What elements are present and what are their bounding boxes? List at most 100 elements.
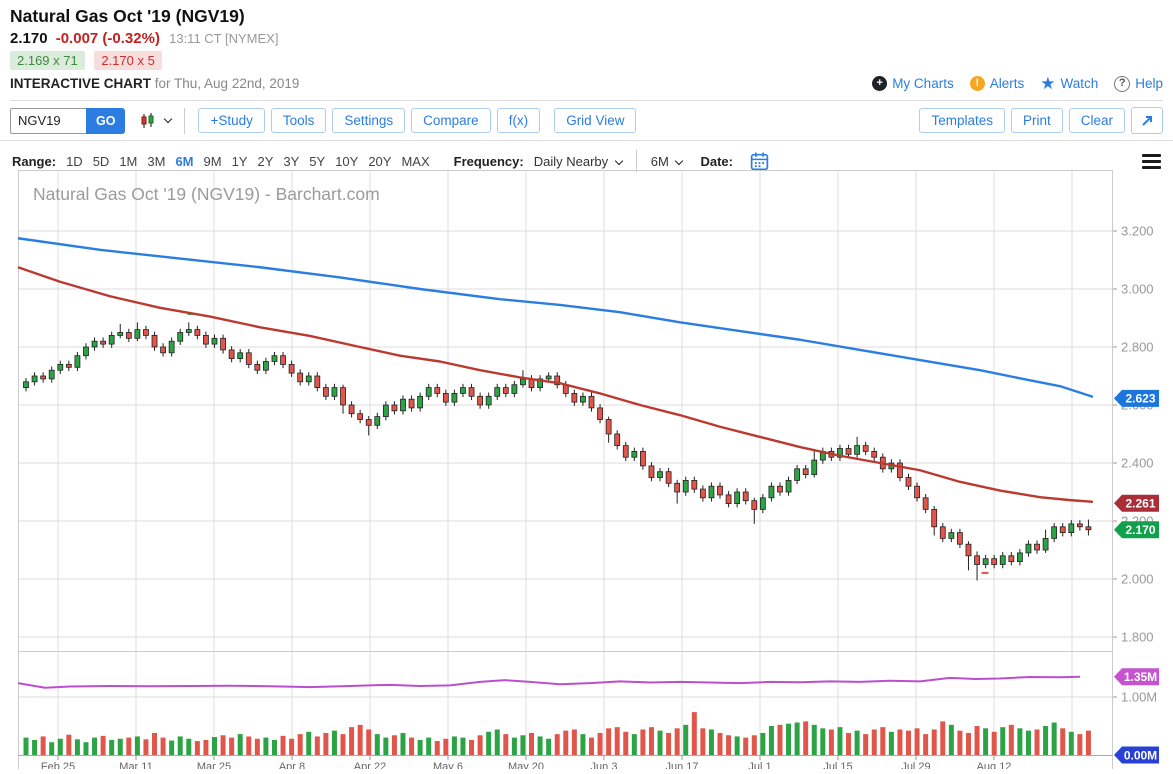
range-max[interactable]: MAX [401,153,430,169]
help-link[interactable]: ? Help [1114,75,1163,92]
grid-view-button[interactable]: Grid View [554,108,637,133]
print-button[interactable]: Print [1010,108,1063,133]
expand-chart-button[interactable] [1131,107,1163,134]
y-axis-label: 2.000 [1121,572,1154,587]
volume-bar [254,738,260,755]
range-10y[interactable]: 10Y [335,153,359,169]
candle [991,558,998,565]
price-chart[interactable]: Natural Gas Oct '19 (NGV19) - Barchart.c… [0,170,1173,773]
go-button[interactable]: GO [86,107,126,134]
date-label: Mar 11 [119,761,152,769]
watch-link[interactable]: ★ Watch [1040,74,1099,93]
candle [691,479,698,490]
range-3m[interactable]: 3M [147,153,166,169]
candle [905,477,912,487]
range-3y[interactable]: 3Y [283,153,300,169]
range-2y[interactable]: 2Y [257,153,274,169]
hamburger-menu-icon[interactable] [1142,151,1161,172]
price-change: -0.007 (-0.32%) [55,30,160,47]
candle [143,329,149,336]
volume-bar [340,734,346,755]
volume-bar [674,728,680,755]
volume-bar [409,737,415,755]
date-picker-button[interactable] [749,151,770,172]
volume-bar [828,729,834,755]
add-study-button[interactable]: +Study [198,108,265,133]
alerts-link[interactable]: ! Alerts [969,76,1024,91]
range-1y[interactable]: 1Y [231,153,248,169]
volume-bar [143,739,149,755]
alert-icon: ! [969,76,985,91]
templates-button[interactable]: Templates [919,108,1005,133]
chevron-down-icon [675,156,684,165]
candle [768,485,775,499]
period-dropdown[interactable]: 6M [651,154,684,169]
chart-toolbar: GO +Study Tools Settings Compare f(x) Gr… [0,101,1173,141]
volume-bar [494,729,500,755]
ma-blue-price-tag-label: 2.623 [1125,392,1155,406]
candle [811,459,818,476]
volume-bar [786,723,792,755]
candle [785,479,792,493]
volume-bar [169,740,175,755]
volume-bar [537,736,543,755]
candle [305,375,312,383]
frequency-dropdown[interactable]: Daily Nearby [534,154,624,169]
range-5d[interactable]: 5D [92,153,110,169]
volume-bar [777,724,783,755]
range-1d[interactable]: 1D [66,153,83,169]
volume-bar [357,724,363,755]
volume-bar [426,737,432,755]
volume-bar [194,741,200,755]
candle [134,329,141,339]
range-1m[interactable]: 1M [119,153,138,169]
volume-bar [323,732,329,755]
candle [100,340,107,345]
fx-button[interactable]: f(x) [496,108,541,133]
volume-bar [280,735,286,755]
range-9m[interactable]: 9M [203,153,222,169]
volume-bar [571,729,577,755]
candle [160,346,166,354]
range-5y[interactable]: 5Y [309,153,326,169]
candle [83,346,89,357]
volume-bar [820,728,826,755]
volume-bar [66,734,72,755]
symbol-input[interactable] [10,107,86,134]
date-label: Apr 8 [279,761,305,769]
open-interest-tag [1114,668,1159,686]
volume-bar [623,731,629,755]
tools-button[interactable]: Tools [270,108,327,133]
volume-bar [1051,722,1057,755]
candle [168,340,175,354]
volume-bar [263,737,269,755]
volume-bar [1034,729,1040,755]
clear-button[interactable]: Clear [1068,108,1125,133]
chart-type-dropdown[interactable] [139,112,173,129]
candle [280,355,286,365]
candle [348,404,355,415]
volume-bar [1017,728,1023,755]
volume-bar [803,721,809,755]
volume-bar [546,738,552,755]
candle [802,468,809,475]
range-6m-active[interactable]: 6M [175,153,194,169]
candle [108,334,115,345]
range-20y[interactable]: 20Y [368,153,392,169]
volume-bar [220,735,226,755]
my-charts-link[interactable]: + My Charts [872,76,954,91]
volume-bar [648,727,654,755]
candle [254,363,261,371]
volume-bar [100,735,106,755]
settings-button[interactable]: Settings [332,108,406,133]
volume-bar [1043,726,1049,755]
candle [862,445,869,452]
chevron-down-icon [164,114,173,124]
volume-bar [126,737,132,755]
compare-button[interactable]: Compare [411,108,491,133]
interactive-chart-area[interactable]: Natural Gas Oct '19 (NGV19) - Barchart.c… [0,170,1173,773]
candle [957,532,963,545]
page-title: Natural Gas Oct '19 (NGV19) [10,6,245,26]
volume-bar [931,729,937,755]
candle [571,392,578,403]
